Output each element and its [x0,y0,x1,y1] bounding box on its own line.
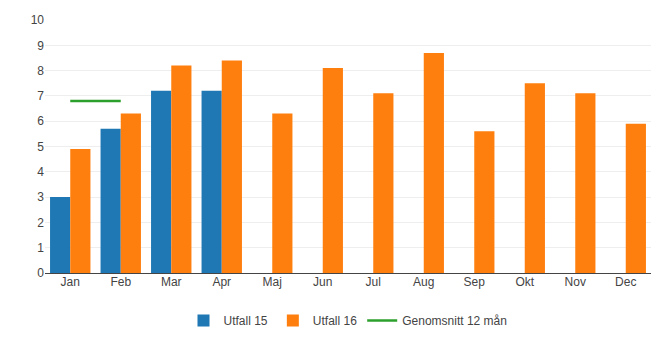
svg-text:1: 1 [37,241,44,255]
svg-text:8: 8 [37,64,44,78]
svg-text:9: 9 [37,39,44,53]
svg-text:3: 3 [37,190,44,204]
svg-text:Maj: Maj [263,275,282,289]
svg-text:4: 4 [37,165,44,179]
svg-text:Apr: Apr [212,275,231,289]
svg-text:Nov: Nov [565,275,586,289]
svg-text:7: 7 [37,89,44,103]
svg-text:2: 2 [37,216,44,230]
svg-text:5: 5 [37,140,44,154]
svg-text:Genomsnitt 12 mån: Genomsnitt 12 mån [402,314,507,328]
svg-text:Jul: Jul [366,275,381,289]
svg-text:Utfall 15: Utfall 15 [224,314,268,328]
svg-text:Aug: Aug [413,275,434,289]
svg-text:Utfall 16: Utfall 16 [313,314,357,328]
svg-text:Sep: Sep [464,275,486,289]
svg-text:10: 10 [31,13,45,27]
svg-text:Dec: Dec [615,275,636,289]
svg-text:Jun: Jun [313,275,332,289]
svg-text:Jan: Jan [61,275,80,289]
svg-text:6: 6 [37,114,44,128]
svg-text:Feb: Feb [110,275,131,289]
svg-text:Mar: Mar [161,275,182,289]
svg-text:0: 0 [37,266,44,280]
svg-text:Okt: Okt [515,275,534,289]
